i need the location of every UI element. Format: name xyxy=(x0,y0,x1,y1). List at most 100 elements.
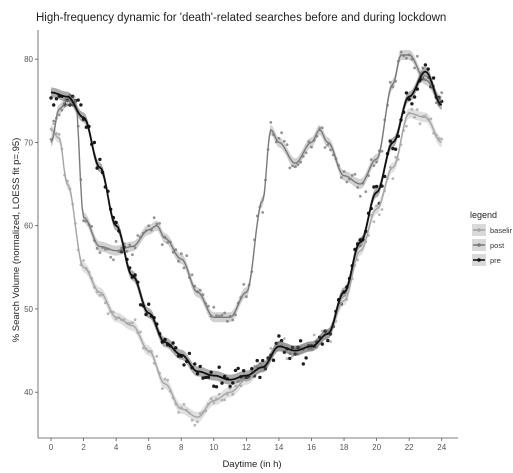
data-point-baseline xyxy=(177,411,180,414)
data-point-post xyxy=(434,101,438,105)
data-point-pre xyxy=(228,384,232,389)
y-tick-label: 60 xyxy=(24,222,33,231)
data-point-pre xyxy=(374,184,379,189)
data-point-pre xyxy=(212,384,216,388)
data-point-pre xyxy=(92,140,97,145)
data-point-post xyxy=(296,163,300,166)
data-point-post xyxy=(185,254,189,257)
data-point-baseline xyxy=(255,365,259,369)
data-point-pre xyxy=(410,102,414,106)
data-point-post xyxy=(201,293,205,297)
data-point-pre xyxy=(71,94,75,99)
data-point-baseline xyxy=(413,115,416,119)
data-point-baseline xyxy=(198,412,202,415)
data-point-post xyxy=(388,80,392,84)
data-point-pre xyxy=(431,76,436,80)
confidence-band-pre xyxy=(51,66,442,385)
data-point-baseline xyxy=(166,378,170,382)
data-point-post xyxy=(182,266,186,270)
data-point-post xyxy=(372,164,376,168)
legend-label-post: post xyxy=(490,241,505,250)
data-point-post xyxy=(421,66,425,70)
data-point-post xyxy=(98,251,102,255)
data-point-pre xyxy=(290,345,295,350)
x-tick-label: 14 xyxy=(274,443,283,452)
data-point-pre xyxy=(250,367,254,371)
data-point-pre xyxy=(193,362,197,366)
x-tick-label: 24 xyxy=(437,443,446,452)
legend-key-point xyxy=(477,228,481,232)
data-point-post xyxy=(82,219,85,223)
data-point-baseline xyxy=(190,418,194,422)
data-point-pre xyxy=(198,364,202,369)
data-point-post xyxy=(160,243,164,247)
data-point-post xyxy=(440,91,444,94)
data-point-post xyxy=(326,143,330,147)
data-point-baseline xyxy=(380,208,384,211)
data-point-post xyxy=(136,234,140,237)
data-point-post xyxy=(212,305,216,309)
data-point-pre xyxy=(114,220,118,225)
series-line-baseline xyxy=(50,112,442,418)
data-point-pre xyxy=(304,356,308,360)
data-point-pre xyxy=(79,103,83,107)
scatter-points-layer xyxy=(49,50,444,427)
data-point-post xyxy=(114,240,118,243)
data-point-baseline xyxy=(293,347,297,350)
y-tick-label: 80 xyxy=(24,55,33,64)
data-point-post xyxy=(131,253,134,257)
data-point-post xyxy=(177,259,180,263)
data-point-baseline xyxy=(82,259,85,262)
data-point-baseline xyxy=(415,108,419,111)
data-point-baseline xyxy=(239,384,243,388)
data-point-pre xyxy=(174,346,178,350)
data-point-pre xyxy=(407,97,411,101)
data-point-pre xyxy=(388,139,392,143)
data-point-post xyxy=(288,166,292,170)
legend-key-point xyxy=(477,243,481,247)
data-point-post xyxy=(320,126,324,130)
data-point-post xyxy=(231,318,235,322)
data-point-pre xyxy=(144,312,148,317)
data-point-post xyxy=(65,103,69,107)
data-point-post xyxy=(155,222,159,226)
x-tick-label: 0 xyxy=(49,443,54,452)
data-point-pre xyxy=(271,358,276,362)
data-point-post xyxy=(68,93,72,97)
data-point-pre xyxy=(49,96,53,100)
data-point-baseline xyxy=(320,329,324,333)
data-point-baseline xyxy=(57,132,61,136)
data-point-post xyxy=(95,247,99,250)
data-point-baseline xyxy=(253,364,256,368)
data-point-baseline xyxy=(277,340,281,344)
data-point-baseline xyxy=(296,353,300,356)
data-point-baseline xyxy=(315,345,319,349)
data-point-pre xyxy=(195,372,200,376)
data-point-pre xyxy=(201,376,205,380)
series-line-pre xyxy=(50,70,443,381)
data-point-pre xyxy=(163,337,167,342)
data-point-baseline xyxy=(329,340,332,344)
data-point-pre xyxy=(52,103,56,107)
data-point-pre xyxy=(404,91,409,95)
data-point-pre xyxy=(244,376,249,380)
data-point-baseline xyxy=(307,347,311,351)
data-point-post xyxy=(367,174,370,178)
data-point-baseline xyxy=(372,220,376,224)
data-point-baseline xyxy=(299,346,302,349)
data-point-pre xyxy=(412,95,417,99)
data-point-baseline xyxy=(139,330,143,334)
data-point-baseline xyxy=(128,321,132,325)
x-tick-label: 8 xyxy=(179,443,184,452)
data-point-baseline xyxy=(291,354,294,358)
data-point-pre xyxy=(223,374,227,379)
data-point-post xyxy=(310,145,313,149)
series-line-post xyxy=(50,54,442,318)
data-point-post xyxy=(234,313,237,317)
x-tick-label: 20 xyxy=(372,443,381,452)
data-point-post xyxy=(190,273,194,277)
data-point-post xyxy=(375,160,378,164)
data-point-baseline xyxy=(312,333,316,337)
data-point-baseline xyxy=(242,376,246,380)
